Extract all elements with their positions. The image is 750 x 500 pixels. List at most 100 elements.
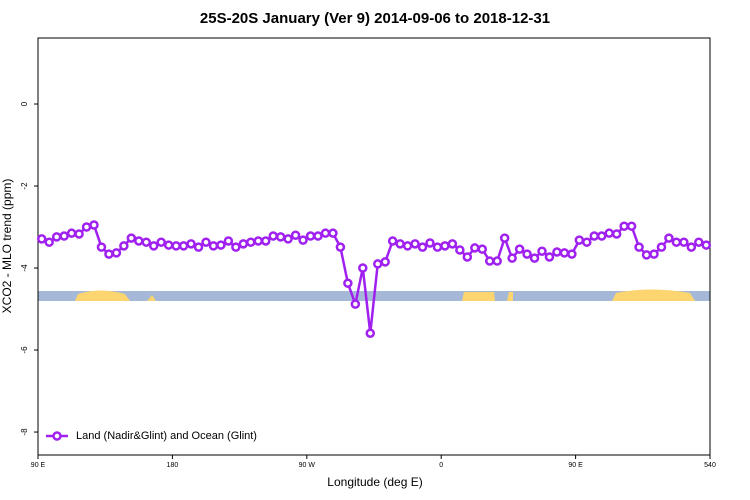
point [111, 248, 122, 258]
y-tick-label: -4 [20, 264, 29, 272]
point [432, 242, 443, 252]
point [104, 249, 114, 259]
point [119, 241, 129, 251]
point [544, 252, 555, 262]
point [470, 243, 480, 253]
land-segment [507, 292, 513, 301]
point [529, 253, 540, 263]
point [514, 244, 525, 254]
point [656, 242, 667, 252]
point [484, 256, 495, 266]
point [626, 221, 637, 231]
point [604, 228, 614, 238]
land-segment [612, 289, 695, 301]
land-segment [147, 295, 156, 301]
legend-marker [52, 431, 62, 441]
x-axis-label: Longitude (deg E) [327, 475, 422, 489]
point [193, 242, 204, 252]
point [36, 234, 47, 244]
y-axis-label: XCO2 - MLO trend (ppm) [0, 179, 14, 314]
point [358, 263, 368, 273]
point [425, 238, 435, 248]
point [283, 234, 293, 244]
point [134, 236, 144, 246]
point [186, 239, 196, 249]
point [559, 248, 570, 258]
point [178, 241, 189, 251]
point [402, 241, 413, 251]
point [335, 242, 346, 252]
point [223, 236, 234, 246]
point [380, 257, 390, 267]
point [350, 299, 361, 309]
legend-label: Land (Nadir&Glint) and Ocean (Glint) [76, 430, 257, 442]
point [611, 229, 622, 239]
point [44, 237, 54, 247]
land-segment [462, 292, 495, 301]
y-tick-label: -2 [20, 182, 29, 190]
point [387, 236, 398, 246]
series [36, 220, 712, 338]
point [74, 229, 84, 239]
point [664, 233, 674, 243]
point [552, 247, 562, 257]
point [522, 249, 532, 259]
point [171, 241, 181, 251]
point [246, 237, 256, 247]
point [567, 249, 577, 259]
point [671, 237, 682, 247]
x-tick-label: 540 [704, 462, 716, 469]
x-tick-label: 90 E [568, 462, 583, 469]
point [410, 239, 420, 249]
chart-title: 25S-20S January (Ver 9) 2014-09-06 to 20… [200, 10, 550, 27]
point [365, 328, 376, 338]
point [253, 236, 264, 246]
point [156, 237, 166, 247]
point [231, 242, 241, 252]
point [275, 232, 286, 242]
point [589, 231, 600, 241]
point [313, 231, 323, 241]
point [634, 242, 644, 252]
x-tick-label: 90 E [31, 462, 46, 469]
y-tick-label: -8 [20, 428, 29, 436]
point [89, 220, 99, 230]
point [694, 237, 704, 247]
point [66, 228, 77, 238]
point [679, 237, 689, 247]
point [641, 250, 652, 260]
point [305, 231, 316, 241]
point [574, 235, 585, 245]
point [649, 249, 659, 259]
point [499, 233, 510, 243]
point [619, 221, 629, 231]
point [455, 245, 465, 255]
point [81, 222, 92, 232]
x-tick-label: 0 [439, 462, 443, 469]
point [477, 244, 488, 254]
point [141, 237, 152, 247]
point [372, 259, 383, 269]
point [208, 241, 219, 251]
point [298, 235, 308, 245]
x-tick-label: 90 W [299, 462, 316, 469]
point [343, 278, 353, 288]
point [462, 252, 473, 262]
point [447, 239, 458, 249]
y-tick-label: -6 [20, 346, 29, 354]
point [216, 240, 226, 250]
point [596, 231, 607, 241]
point [507, 253, 517, 263]
point [238, 239, 249, 249]
point [96, 242, 107, 252]
point [148, 241, 159, 251]
point [395, 239, 405, 249]
point [59, 231, 69, 241]
point [260, 236, 271, 246]
point [51, 232, 62, 242]
point [537, 246, 547, 256]
point [417, 242, 428, 252]
x-tick-label: 180 [167, 462, 179, 469]
